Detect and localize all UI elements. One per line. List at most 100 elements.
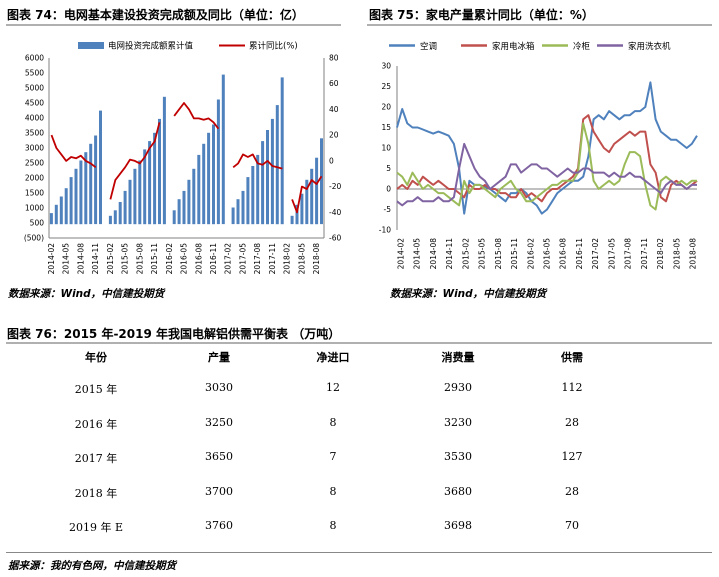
fig74-bar: [310, 168, 314, 225]
fig74-bar: [261, 141, 265, 225]
fig75-y-tick-label: -10: [379, 226, 391, 235]
cell-output: 3700: [205, 484, 233, 498]
table-row: 2016 年 3250 8 3230 28: [0, 406, 719, 441]
fig74-bar: [256, 154, 260, 225]
header-net-import: 净进口: [316, 351, 350, 364]
table-row: 2015 年 3030 12 2930 112: [0, 371, 719, 406]
fig74-x-tick-label: 2014-08: [76, 243, 85, 275]
cell-balance: 28: [565, 415, 579, 429]
fig74-bar: [128, 179, 132, 225]
fig75-x-tick-label: 2015-05: [478, 238, 487, 270]
fig75-series-line-2: [396, 122, 697, 211]
fig74-bar: [305, 179, 309, 225]
fig75-x-tick-label: 2018-08: [689, 238, 698, 270]
cell-consumption: 3230: [444, 415, 472, 429]
fig74-x-tick-label: 2015-08: [135, 243, 144, 275]
fig75-legend-washer-label: 家用洗衣机: [628, 41, 671, 52]
fig74-x-tick-label: 2016-08: [194, 243, 203, 275]
fig74-bar: [64, 188, 68, 225]
cell-output: 3760: [205, 519, 233, 532]
fig74-bar: [236, 199, 240, 225]
fig74-bar: [290, 215, 294, 225]
fig75-series-line-1: [396, 114, 698, 203]
fig74-left-tick-label: 4000: [25, 114, 44, 123]
fig74-x-tick-label: 2017-05: [238, 243, 247, 275]
fig74-bar: [118, 202, 122, 225]
fig75-x-tick-label: 2014-11: [445, 238, 454, 270]
fig74-bar: [207, 132, 211, 225]
fig76-bottom-rule: [6, 552, 712, 553]
cell-balance: 127: [561, 450, 583, 463]
fig75-y-tick-label: 20: [381, 103, 391, 112]
fig74-chart: 电网投资完成额累计值 累计同比(%) (500) 500 1000 1500 2000 2…: [24, 41, 342, 275]
fig75-x-tick-label: 2015-02: [461, 238, 470, 270]
fig75-chart: 空调 家用电冰箱 冷柜 家用洗衣机 -10 -5 0 5 10 15 20 25 30 2014-…: [379, 41, 698, 270]
cell-balance: 70: [565, 519, 579, 532]
fig74-bar: [197, 154, 201, 225]
fig75-x-tick-label: 2016-11: [575, 238, 584, 270]
fig74-bar: [221, 74, 225, 225]
fig74-x-tick-label: 2017-08: [253, 243, 262, 275]
fig75-legend: 空调 家用电冰箱 冷柜 家用洗衣机: [389, 41, 671, 52]
fig74-x-tick-label: 2018-02: [283, 243, 292, 275]
cell-year: 2018 年: [74, 486, 118, 500]
fig75-title-rule: [367, 24, 712, 26]
fig74-x-tick-label: 2015-05: [121, 243, 130, 275]
fig74-left-tick-label: 2000: [25, 174, 44, 183]
cell-output: 3250: [205, 415, 233, 429]
fig74-x-tick-label: 2015-11: [150, 243, 159, 275]
fig74-bar: [153, 132, 157, 225]
fig74-title-rule: [6, 24, 341, 26]
fig74-bar: [182, 190, 186, 225]
table-row: 2019 年 E 3760 8 3698 70: [0, 509, 719, 544]
cell-year: 2015 年: [74, 383, 118, 396]
fig75-y-tick-label: 10: [381, 144, 391, 153]
table-row: 2018 年 3700 8 3680 28: [0, 475, 719, 510]
cell-year: 2016 年: [74, 417, 118, 431]
fig74-right-tick-label: 60: [329, 79, 339, 88]
cell-output: 3650: [205, 450, 233, 463]
fig74-x-tick-label: 2014-05: [62, 243, 71, 275]
fig74-bar: [192, 168, 196, 225]
cell-net-import: 8: [329, 484, 337, 498]
table-row: 2017 年 3650 7 3530 127: [0, 440, 719, 475]
fig74-bar: [113, 210, 117, 225]
fig74-bar: [320, 138, 323, 225]
fig74-bar: [49, 213, 53, 225]
fig75-legend-ac-label: 空调: [420, 41, 437, 52]
fig74-legend-line-label: 累计同比(%): [249, 41, 298, 52]
fig74-bar: [79, 160, 83, 225]
fig74-bar: [212, 124, 215, 225]
fig74-x-tick-label: 2018-08: [312, 243, 321, 275]
fig74-bar: [202, 143, 206, 225]
fig74-source: 数据来源：Wind，中信建投期货: [8, 288, 165, 300]
fig74-bar: [177, 199, 181, 225]
fig74-right-tick-label: 0: [329, 156, 334, 165]
fig75-y-tick-label: 5: [386, 164, 391, 173]
fig76-title: 图表 76：2015 年-2019 年我国电解铝供需平衡表 （万吨）: [7, 327, 341, 341]
cell-consumption: 3698: [444, 519, 472, 532]
header-balance: 供需: [561, 351, 583, 364]
fig74-yoy-line: [50, 102, 323, 214]
fig74-bar: [187, 179, 191, 225]
cell-year: 2019 年 E: [68, 521, 124, 534]
fig74-x-tick-label: 2014-02: [47, 243, 56, 275]
fig75-y-tick-label: 0: [386, 185, 391, 194]
fig75-x-tick-label: 2018-02: [656, 238, 665, 270]
fig74-left-tick-label: 3000: [25, 144, 44, 153]
fig75-x-tick-label: 2015-08: [494, 238, 503, 270]
fig74-bar: [138, 160, 142, 225]
fig74-x-tick-label: 2015-02: [106, 243, 115, 275]
fig75-legend-freezer-label: 冷柜: [573, 41, 591, 52]
fig74-bar: [216, 99, 220, 225]
cell-net-import: 8: [329, 519, 337, 532]
fig75-x-tick-label: 2018-05: [672, 238, 681, 270]
fig74-bar: [280, 77, 284, 225]
cell-year: 2017 年: [74, 452, 118, 465]
fig74-bar: [89, 143, 93, 225]
fig75-x-tick-label: 2017-11: [640, 238, 649, 270]
fig74-bar: [133, 168, 137, 225]
fig74-x-tick-label: 2014-11: [91, 243, 100, 275]
fig74-bar: [241, 190, 245, 225]
cell-net-import: 12: [326, 381, 340, 394]
